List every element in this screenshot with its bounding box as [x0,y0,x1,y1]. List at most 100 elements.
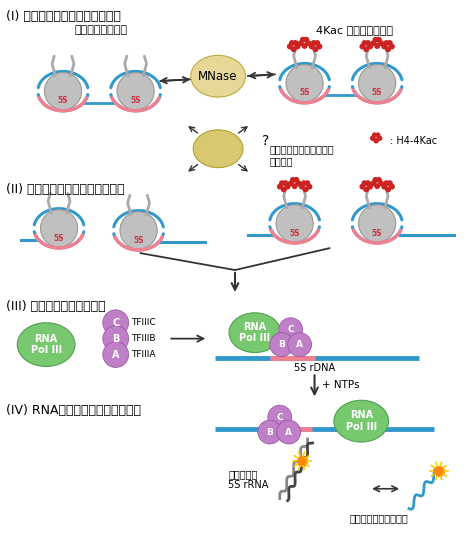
Circle shape [376,177,382,183]
Text: 5S: 5S [372,88,383,97]
Text: + NTPs: + NTPs [322,380,360,390]
Circle shape [286,64,323,102]
Text: ?: ? [262,134,269,148]
Text: 因子など: 因子など [270,156,293,166]
Circle shape [282,180,289,186]
Circle shape [103,341,129,368]
Circle shape [381,183,387,190]
Circle shape [378,40,384,46]
Text: B: B [266,428,273,436]
Circle shape [287,43,293,49]
Text: TFIIIC: TFIIIC [131,318,155,327]
Circle shape [277,183,283,190]
Circle shape [117,72,154,110]
Text: : H4-4Kac: : H4-4Kac [390,136,437,146]
Text: 5S: 5S [372,229,383,237]
Circle shape [270,332,294,356]
Circle shape [365,180,371,186]
Text: アンチセンスプローブ: アンチセンスプローブ [350,514,408,524]
Text: B: B [112,334,119,344]
Circle shape [290,46,297,52]
Circle shape [289,40,295,46]
Circle shape [367,183,373,190]
Text: TFIIIB: TFIIIB [131,334,155,343]
Text: (I) クロマチンアクセシビリティ: (I) クロマチンアクセシビリティ [7,9,121,23]
Circle shape [306,183,313,190]
Circle shape [360,43,365,49]
Circle shape [309,43,314,49]
Circle shape [40,210,78,247]
Ellipse shape [229,313,281,353]
Circle shape [376,37,382,43]
Circle shape [303,37,309,43]
Circle shape [302,43,307,49]
Circle shape [314,40,320,46]
Circle shape [299,183,305,190]
Text: 5S: 5S [130,96,141,106]
Circle shape [298,40,304,46]
Circle shape [374,183,380,189]
Text: 5S: 5S [299,88,310,97]
Circle shape [372,132,377,138]
Circle shape [258,420,282,444]
Circle shape [370,40,376,46]
Text: TFIIIA: TFIIIA [131,350,155,359]
Text: 5S: 5S [133,236,144,245]
Text: RNA
Pol III: RNA Pol III [346,410,377,432]
Circle shape [361,40,368,46]
Circle shape [363,46,369,52]
Circle shape [359,205,396,242]
Circle shape [370,180,376,186]
Circle shape [375,132,380,138]
Circle shape [279,318,303,341]
Circle shape [45,72,82,110]
Circle shape [290,177,296,183]
Circle shape [378,180,384,186]
Circle shape [295,43,300,49]
Text: 5S rDNA: 5S rDNA [294,364,335,374]
Text: 5S: 5S [54,234,64,242]
Circle shape [284,183,290,190]
Circle shape [277,420,301,444]
Text: 4Kac 修飾クロマチン: 4Kac 修飾クロマチン [316,26,393,36]
Circle shape [306,40,311,46]
Circle shape [316,43,322,49]
Text: 5S rRNA: 5S rRNA [228,480,268,490]
Circle shape [389,43,395,49]
Circle shape [363,186,369,192]
Text: A: A [285,428,292,436]
Circle shape [303,186,308,192]
Circle shape [377,136,383,141]
Circle shape [305,180,310,186]
Circle shape [387,40,393,46]
Circle shape [365,40,371,46]
Circle shape [292,40,298,46]
Ellipse shape [334,400,389,442]
Circle shape [384,40,389,46]
Circle shape [359,64,396,102]
Circle shape [311,40,317,46]
Circle shape [387,180,393,186]
Circle shape [288,332,312,356]
Circle shape [361,180,368,186]
Text: (IV) RNAポリメラーゼによる転写: (IV) RNAポリメラーゼによる転写 [7,404,141,417]
Text: クロマチンリモデリング: クロマチンリモデリング [270,144,335,154]
Circle shape [103,310,129,336]
Text: (III) 転写前のプライミング: (III) 転写前のプライミング [7,300,106,313]
Text: 転写された: 転写された [228,469,258,479]
Circle shape [384,180,389,186]
Circle shape [385,46,391,52]
Ellipse shape [193,130,243,168]
Text: 無修飾クロマチン: 無修飾クロマチン [74,26,127,36]
Circle shape [370,136,376,141]
Circle shape [279,180,285,186]
Circle shape [360,183,365,190]
Text: MNase: MNase [198,70,238,83]
Text: C: C [287,325,294,334]
Text: B: B [278,340,285,349]
Circle shape [374,138,379,143]
Circle shape [313,46,319,52]
Circle shape [374,43,380,49]
Circle shape [288,180,294,186]
Circle shape [372,177,378,183]
